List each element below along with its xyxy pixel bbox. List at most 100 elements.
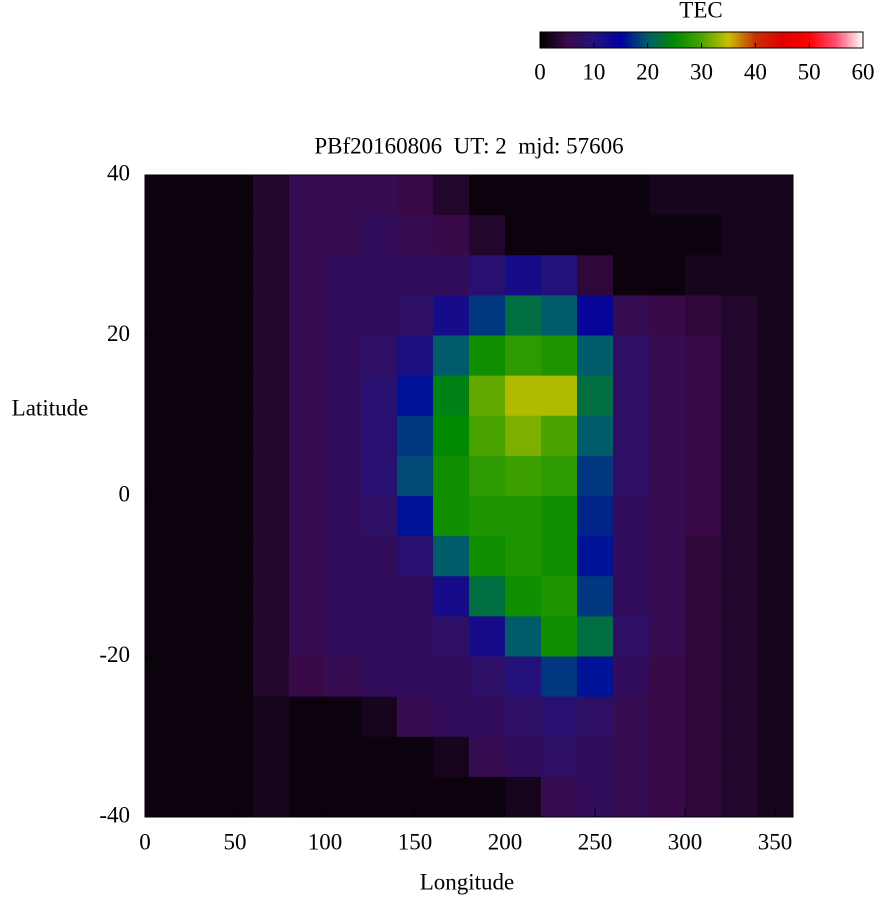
x-tick-label: 350 <box>758 829 793 854</box>
heatmap-cell <box>253 415 290 457</box>
heatmap-cell <box>253 576 290 617</box>
heatmap-cell <box>253 255 290 296</box>
heatmap-cell <box>721 656 758 698</box>
heatmap-cell <box>505 375 542 417</box>
heatmap-cell <box>577 696 614 738</box>
heatmap-cell <box>505 656 542 698</box>
heatmap-cell <box>217 536 254 577</box>
heatmap-cell <box>685 736 722 778</box>
heatmap-cell <box>181 496 218 537</box>
heatmap-cell <box>505 255 542 296</box>
heatmap-cell <box>577 736 614 778</box>
colorbar-tick-label: 30 <box>690 59 713 84</box>
x-tick-label: 200 <box>488 829 523 854</box>
heatmap-cell <box>325 255 362 296</box>
heatmap-cell <box>649 415 686 457</box>
heatmap-cell <box>541 656 578 698</box>
heatmap-cell <box>217 375 254 417</box>
heatmap-cell <box>469 656 506 698</box>
heatmap-cell <box>613 175 650 216</box>
heatmap-cell <box>505 335 542 377</box>
heatmap-cell <box>289 455 326 497</box>
heatmap-cell <box>685 335 722 377</box>
heatmap-cell <box>217 215 254 256</box>
heatmap-cell <box>433 215 470 256</box>
heatmap-cell <box>289 496 326 537</box>
heatmap-cell <box>613 215 650 256</box>
heatmap-cell <box>469 255 506 296</box>
heatmap-cell <box>145 616 182 657</box>
heatmap-cell <box>145 496 182 537</box>
heatmap-cell <box>325 656 362 698</box>
heatmap-cell <box>361 776 398 818</box>
heatmap-cell <box>685 576 722 617</box>
heatmap-cell <box>433 415 470 457</box>
heatmap-cell <box>613 776 650 818</box>
heatmap-cell <box>577 415 614 457</box>
heatmap-cell <box>325 215 362 256</box>
heatmap-cell <box>181 255 218 296</box>
heatmap-cell <box>577 215 614 256</box>
y-tick-label: -40 <box>99 802 130 827</box>
heatmap-cell <box>505 415 542 457</box>
heatmap-cell <box>469 576 506 617</box>
heatmap-cell <box>253 736 290 778</box>
y-tick-label: 40 <box>107 160 130 185</box>
colorbar-tick-label: 0 <box>534 59 546 84</box>
heatmap-cell <box>541 175 578 216</box>
heatmap-cell <box>541 375 578 417</box>
heatmap-cell <box>685 295 722 336</box>
heatmap-cell <box>361 375 398 417</box>
x-tick-label: 50 <box>224 829 247 854</box>
heatmap-cell <box>685 616 722 657</box>
heatmap-cell <box>181 656 218 698</box>
heatmap-cell <box>397 175 434 216</box>
heatmap-cell <box>361 255 398 296</box>
heatmap-cell <box>577 335 614 377</box>
heatmap-cell <box>577 375 614 417</box>
heatmap-cell <box>649 175 686 216</box>
heatmap-cell <box>757 616 794 657</box>
heatmap-cell <box>721 696 758 738</box>
heatmap-cell <box>469 295 506 336</box>
heatmap-cell <box>217 335 254 377</box>
heatmap-cell <box>253 776 290 818</box>
colorbar-tick-label: 40 <box>744 59 767 84</box>
heatmap-cell <box>721 215 758 256</box>
heatmap-cell <box>433 455 470 497</box>
heatmap-cell <box>289 375 326 417</box>
heatmap-cell <box>217 656 254 698</box>
heatmap-cell <box>721 255 758 296</box>
heatmap-cell <box>325 455 362 497</box>
heatmap-cell <box>649 215 686 256</box>
heatmap-cell <box>541 536 578 577</box>
heatmap-cell <box>145 215 182 256</box>
heatmap-cell <box>613 375 650 417</box>
x-tick-label: 300 <box>668 829 703 854</box>
heatmap-cell <box>469 175 506 216</box>
heatmap-cell <box>541 616 578 657</box>
heatmap-cell <box>685 175 722 216</box>
heatmap-cell <box>577 496 614 537</box>
heatmap-cell <box>433 536 470 577</box>
heatmap-cell <box>541 415 578 457</box>
heatmap-cell <box>649 536 686 577</box>
heatmap-cell <box>685 496 722 537</box>
heatmap-cell <box>505 616 542 657</box>
heatmap-cell <box>649 295 686 336</box>
heatmap-cell <box>253 375 290 417</box>
heatmap-cell <box>145 736 182 778</box>
heatmap-cell <box>433 375 470 417</box>
heatmap-cell <box>757 215 794 256</box>
heatmap-cell <box>181 776 218 818</box>
heatmap-cell <box>649 496 686 537</box>
heatmap-cell <box>469 776 506 818</box>
heatmap-cell <box>757 255 794 296</box>
heatmap-cell <box>613 576 650 617</box>
heatmap-cell <box>721 496 758 537</box>
heatmap-cell <box>289 656 326 698</box>
heatmap-cell <box>757 696 794 738</box>
heatmap-cell <box>253 455 290 497</box>
heatmap-cell <box>721 736 758 778</box>
heatmap-cell <box>325 776 362 818</box>
